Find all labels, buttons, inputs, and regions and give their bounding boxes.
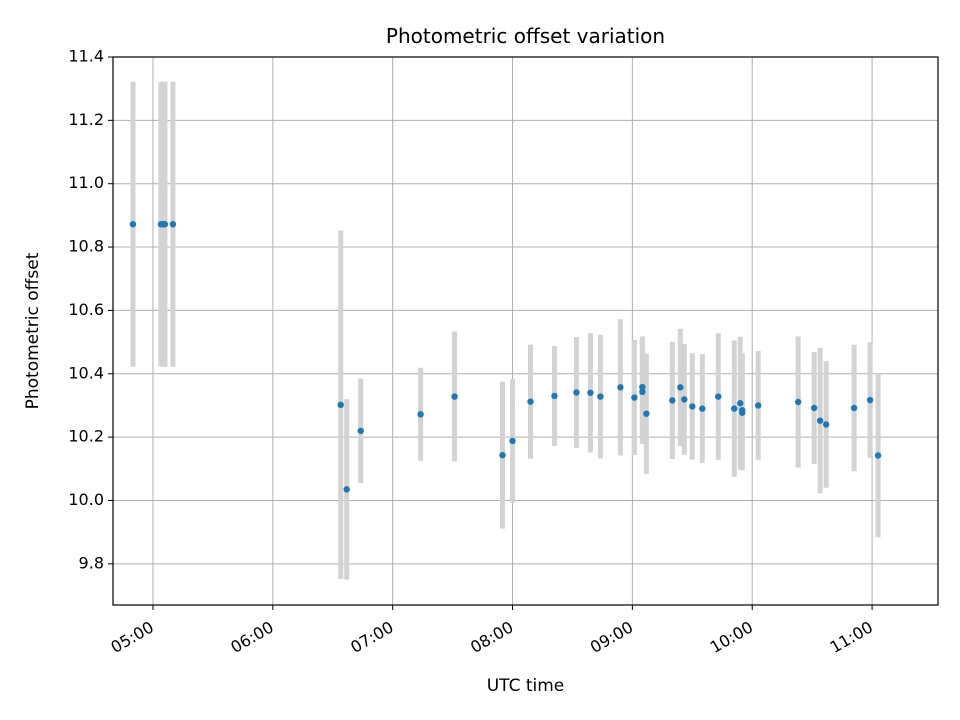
data-point [689, 403, 696, 410]
y-tick-label: 11.0 [68, 173, 104, 192]
y-tick-label: 11.4 [68, 47, 104, 66]
data-point [499, 451, 506, 459]
y-tick-layer: 9.8 10.0 10.2 10.4 10.6 10.8 11.0 11.2 11.4 [68, 47, 113, 572]
data-point [631, 394, 638, 401]
y-axis-title: Photometric offset [23, 252, 43, 409]
x-axis-title: UTC time [487, 676, 565, 696]
y-tick-label: 10.4 [68, 363, 104, 382]
data-point [731, 405, 738, 412]
data-point [669, 397, 676, 404]
data-point [169, 221, 177, 228]
data-point [737, 400, 744, 407]
data-point [739, 409, 746, 416]
y-tick-label: 10.8 [68, 237, 104, 256]
data-point [794, 398, 802, 406]
data-point [699, 405, 706, 412]
data-point [509, 437, 516, 445]
y-tick-label: 10.6 [68, 300, 104, 319]
data-point [810, 404, 818, 412]
data-point [816, 417, 824, 424]
data-point [755, 402, 762, 409]
data-point [129, 221, 137, 228]
data-point [874, 452, 882, 459]
data-point [639, 388, 646, 396]
data-point [451, 393, 458, 400]
data-point [417, 411, 424, 418]
data-point [161, 221, 169, 228]
plot-frame [112, 56, 939, 606]
data-point [715, 393, 722, 400]
data-point [357, 427, 364, 434]
data-point [822, 421, 830, 428]
data-point [643, 410, 650, 417]
data-point [866, 396, 874, 404]
data-point [551, 392, 558, 400]
data-point [527, 398, 534, 405]
data-point [587, 389, 594, 396]
data-point [677, 384, 684, 391]
data-point [681, 396, 688, 403]
y-tick-label: 9.8 [79, 553, 104, 572]
y-tick-label: 11.2 [68, 110, 104, 129]
data-point [617, 384, 624, 391]
data-point [573, 389, 580, 396]
data-point [639, 383, 646, 391]
y-tick-label: 10.2 [68, 427, 104, 446]
data-point [597, 393, 604, 400]
data-point [343, 486, 350, 493]
y-tick-label: 10.0 [68, 490, 104, 509]
point-layer [129, 221, 882, 493]
data-point [850, 404, 858, 412]
data-point [337, 401, 344, 409]
chart-title: Photometric offset variation [386, 24, 665, 48]
